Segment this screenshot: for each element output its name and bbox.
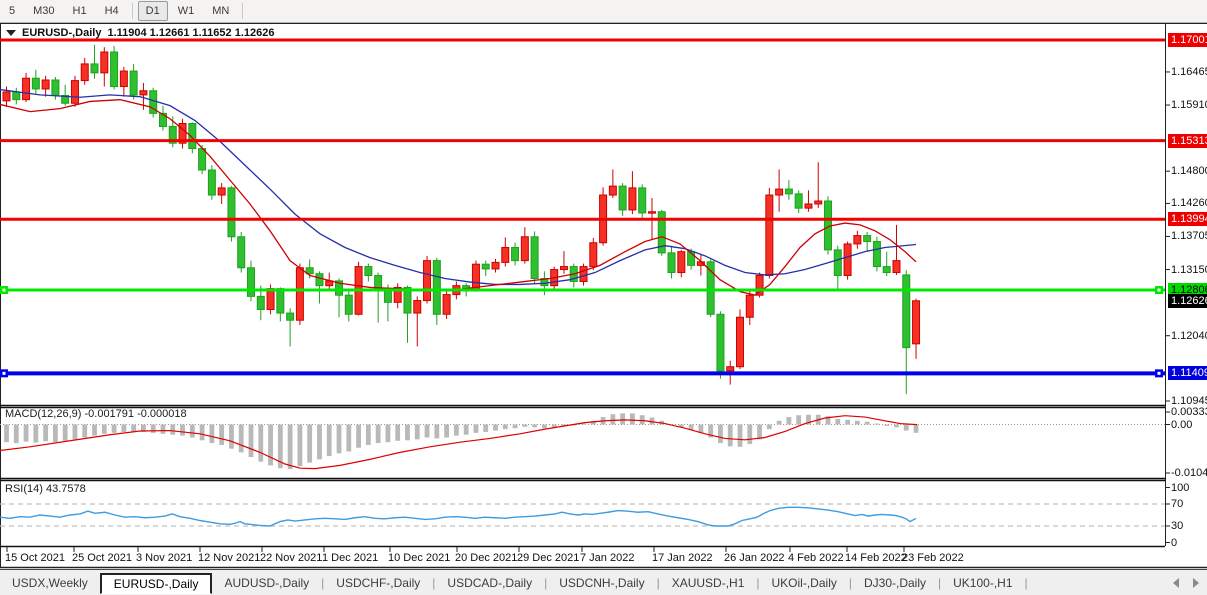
tab-separator: |	[756, 576, 760, 590]
rsi-scale-label: 30	[1171, 520, 1184, 532]
macd-scale-label: 0.003331	[1171, 406, 1207, 418]
chart-tab-eurusd[interactable]: EURUSD-,Daily	[99, 572, 213, 594]
tab-separator: |	[321, 576, 325, 590]
ma-slow-blue-line[interactable]	[0, 88, 917, 286]
level-price-badge: 1.15313	[1168, 133, 1207, 148]
level-line-1.12806[interactable]	[0, 286, 1165, 295]
date-label: 25 Oct 2021	[72, 552, 132, 564]
timeframe-button-5[interactable]: 5	[9, 5, 16, 17]
timeframe-button-d1[interactable]: D1	[137, 1, 168, 21]
date-label: 20 Dec 2021	[455, 552, 518, 564]
rsi-scale-label: 70	[1171, 498, 1184, 510]
date-label: 17 Jan 2022	[652, 552, 713, 564]
level-price-badge: 1.11409	[1168, 366, 1207, 381]
date-label: 22 Nov 2021	[260, 552, 323, 564]
chart-ohlc-values: 1.11904 1.12661 1.11652 1.12626	[107, 27, 275, 39]
price-tick-label: 1.16465	[1171, 65, 1207, 78]
tab-separator: |	[656, 576, 660, 590]
price-tick-label: 1.10945	[1171, 394, 1207, 407]
toolbar-separator	[242, 3, 244, 19]
date-label: 15 Oct 2021	[5, 552, 65, 564]
chart-tab-uk100[interactable]: UK100-,H1	[953, 576, 1013, 590]
macd-scale-label: -0.010439	[1171, 467, 1207, 479]
chart-tab-bar: USDX,Weekly EURUSD-,Daily AUDUSD-,Daily | US…	[0, 569, 1207, 595]
chart-symbol-label: EURUSD-,Daily	[22, 27, 102, 39]
symbol-dropdown-arrow-icon[interactable]	[6, 30, 16, 36]
level-price-badge: 1.17001	[1168, 33, 1207, 47]
macd-indicator-label: MACD(12,26,9) -0.001791 -0.000018	[5, 408, 187, 420]
date-label: 10 Dec 2021	[388, 552, 451, 564]
chart-tab-dj30[interactable]: DJ30-,Daily	[863, 576, 926, 590]
current-price-badge: 1.12626	[1168, 293, 1207, 308]
tab-separator: |	[432, 576, 436, 590]
level-price-badge: 1.13994	[1168, 212, 1207, 227]
date-label: 3 Nov 2021	[136, 552, 193, 564]
tab-separator: |	[848, 576, 852, 590]
price-tick-label: 1.15910	[1171, 99, 1207, 112]
level-line-1.11409[interactable]	[0, 369, 1165, 378]
price-tick-label: 1.14800	[1171, 165, 1207, 178]
date-label: 1 Dec 2021	[322, 552, 379, 564]
chart-tab-xauusd[interactable]: XAUUSD-,H1	[671, 576, 745, 590]
date-label: 12 Nov 2021	[198, 552, 261, 564]
timeframe-button-m30[interactable]: M30	[33, 5, 55, 17]
chart-window: EURUSD-,Daily 1.11904 1.12661 1.11652 1.…	[0, 23, 1207, 569]
level-price-badge: 1.12806	[1168, 283, 1207, 298]
date-label: 26 Jan 2022	[724, 552, 785, 564]
rsi-scale-label: 100	[1171, 481, 1190, 494]
tab-separator: |	[1024, 576, 1028, 590]
date-label: 14 Feb 2022	[845, 552, 907, 564]
timeframe-toolbar: 5 M30 H1 H4 D1 W1 MN	[0, 0, 1207, 23]
date-label: 4 Feb 2022	[788, 552, 844, 564]
chart-tab-usdx[interactable]: USDX,Weekly	[12, 576, 88, 590]
timeframe-button-w1[interactable]: W1	[177, 5, 195, 17]
tab-separator: |	[938, 576, 942, 590]
rsi-indicator-label: RSI(14) 43.7578	[5, 483, 86, 495]
price-tick-label: 1.12040	[1171, 329, 1207, 342]
price-tick-label: 1.13705	[1171, 230, 1207, 243]
tab-scroll-left-icon[interactable]	[1173, 578, 1179, 588]
chart-title: EURUSD-,Daily 1.11904 1.12661 1.11652 1.…	[6, 27, 274, 39]
tab-scroll-right-icon[interactable]	[1193, 578, 1199, 588]
tab-scroll-arrows	[1173, 578, 1199, 588]
ma-fast-red-line[interactable]	[0, 99, 917, 296]
timeframe-button-h1[interactable]: H1	[72, 5, 87, 17]
price-tick-label: 1.14260	[1171, 197, 1207, 210]
date-label: 23 Feb 2022	[902, 552, 964, 564]
chart-tab-usdchf[interactable]: USDCHF-,Daily	[336, 576, 421, 590]
macd-signal-line	[0, 415, 918, 470]
date-label: 29 Dec 2021	[517, 552, 580, 564]
timeframe-button-mn[interactable]: MN	[212, 5, 230, 17]
chart-tab-usdcad[interactable]: USDCAD-,Daily	[447, 576, 533, 590]
price-axis[interactable]: 1.16465 1.15910 1.14800 1.14260 1.13705 1.131…	[1165, 24, 1207, 549]
macd-scale-label: 0.00	[1171, 418, 1193, 431]
timeframe-button-h4[interactable]: H4	[104, 5, 119, 17]
rsi-scale-label: 0	[1171, 536, 1178, 549]
macd-histogram	[4, 413, 919, 470]
chart-tab-ukoil[interactable]: UKOil-,Daily	[771, 576, 837, 590]
chart-tab-audusd[interactable]: AUDUSD-,Daily	[224, 576, 310, 590]
date-label: 7 Jan 2022	[580, 552, 635, 564]
price-tick-label: 1.13150	[1171, 263, 1207, 276]
chart-canvas[interactable]	[0, 24, 1207, 569]
rsi-line	[0, 506, 917, 527]
toolbar-separator	[131, 3, 133, 19]
chart-tab-usdcnh[interactable]: USDCNH-,Daily	[559, 576, 645, 590]
tab-separator: |	[544, 576, 548, 590]
